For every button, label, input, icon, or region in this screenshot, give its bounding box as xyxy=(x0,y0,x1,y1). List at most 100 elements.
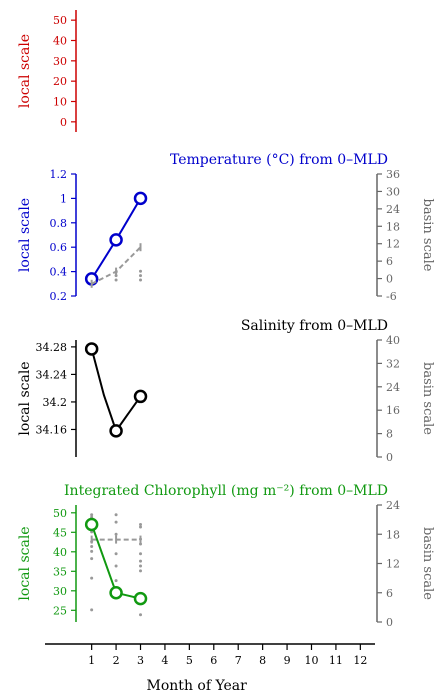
left-tick-label: 35 xyxy=(53,565,67,578)
x-tick-label: 2 xyxy=(113,654,120,667)
basin-point xyxy=(114,579,118,583)
right-tick-label: 24 xyxy=(386,381,400,394)
left-axis-label: local scale xyxy=(17,361,33,435)
basin-point xyxy=(139,278,143,282)
right-tick-label: 36 xyxy=(386,168,400,181)
basin-point xyxy=(114,520,118,524)
x-tick-label: 10 xyxy=(304,654,318,667)
left-tick-label: 0.2 xyxy=(50,290,68,303)
series-point xyxy=(109,424,123,438)
right-tick-label: 8 xyxy=(386,428,393,441)
basin-point xyxy=(90,557,94,561)
x-tick-label: 3 xyxy=(137,654,144,667)
left-tick-label: 0.8 xyxy=(50,217,68,230)
x-tick-label: 8 xyxy=(259,654,266,667)
left-axis-label: local scale xyxy=(17,34,33,108)
basin-point xyxy=(139,525,143,529)
basin-point xyxy=(139,274,143,278)
right-tick-label: 12 xyxy=(386,558,400,571)
x-tick-label: 6 xyxy=(210,654,217,667)
basin-point xyxy=(139,569,143,573)
basin-point xyxy=(90,549,94,553)
right-tick-label: 24 xyxy=(386,499,400,512)
basin-point xyxy=(139,523,143,526)
right-tick-label: 16 xyxy=(386,404,400,417)
right-tick-label: 30 xyxy=(386,185,400,198)
basin-point xyxy=(139,613,143,617)
left-tick-label: 25 xyxy=(53,604,67,617)
basin-point xyxy=(114,564,118,568)
left-tick-label: 10 xyxy=(53,96,67,109)
right-axis-label: basin scale xyxy=(420,527,435,600)
right-tick-label: -6 xyxy=(386,290,397,303)
right-axis-label: basin scale xyxy=(420,362,435,435)
series-point xyxy=(109,586,123,600)
left-tick-label: 50 xyxy=(53,14,67,27)
left-tick-label: 34.16 xyxy=(36,423,68,436)
right-tick-label: 0 xyxy=(386,451,393,464)
panel-title: Integrated Chlorophyll (mg m⁻²) from 0–M… xyxy=(64,483,388,499)
right-tick-label: 0 xyxy=(386,616,393,629)
basin-point xyxy=(139,269,143,273)
right-tick-label: 6 xyxy=(386,587,393,600)
left-tick-label: 1.2 xyxy=(50,168,68,181)
left-tick-label: 34.28 xyxy=(36,341,68,354)
left-tick-label: 30 xyxy=(53,55,67,68)
x-tick-label: 7 xyxy=(235,654,242,667)
x-tick-label: 5 xyxy=(186,654,193,667)
basin-point xyxy=(139,537,143,541)
basin-point xyxy=(139,564,143,568)
right-tick-label: 18 xyxy=(386,220,400,233)
series-point xyxy=(84,342,99,356)
basin-point xyxy=(139,552,143,556)
series-point xyxy=(133,389,148,404)
right-tick-label: 40 xyxy=(386,334,400,347)
basin-point xyxy=(90,576,94,580)
x-tick-label: 1 xyxy=(88,654,95,667)
x-tick-label: 9 xyxy=(284,654,291,667)
x-tick-label: 4 xyxy=(161,654,168,667)
basin-point xyxy=(90,540,94,544)
left-tick-label: 0 xyxy=(60,116,67,129)
basin-point xyxy=(114,278,118,282)
basin-point xyxy=(139,559,143,563)
left-tick-label: 30 xyxy=(53,585,67,598)
series-point xyxy=(133,191,148,206)
x-tick-label: 11 xyxy=(329,654,343,667)
left-tick-label: 45 xyxy=(53,526,67,539)
left-tick-label: 40 xyxy=(53,546,67,559)
series-point xyxy=(133,591,148,606)
basin-point xyxy=(114,532,118,536)
left-tick-label: 34.2 xyxy=(43,396,68,409)
series-point xyxy=(109,233,123,247)
left-axis-label: local scale xyxy=(17,198,33,272)
left-tick-label: 50 xyxy=(53,507,67,520)
x-tick-label: 12 xyxy=(353,654,367,667)
basin-point xyxy=(90,513,94,517)
basin-point xyxy=(90,544,94,548)
basin-point xyxy=(114,552,118,556)
left-tick-label: 40 xyxy=(53,35,67,48)
right-axis-label: basin scale xyxy=(420,199,435,272)
basin-point xyxy=(90,608,94,612)
panel-title: Salinity from 0–MLD xyxy=(241,318,388,334)
right-tick-label: 18 xyxy=(386,528,400,541)
left-tick-label: 1 xyxy=(60,192,67,205)
basin-point xyxy=(139,542,143,546)
series-line xyxy=(90,348,142,433)
right-tick-label: 6 xyxy=(386,255,393,268)
basin-point xyxy=(114,513,118,517)
left-tick-label: 34.24 xyxy=(36,368,68,381)
left-tick-label: 0.4 xyxy=(50,266,68,279)
left-axis-label: local scale xyxy=(17,526,33,600)
x-axis-label: Month of Year xyxy=(147,678,248,694)
right-tick-label: 12 xyxy=(386,238,400,251)
series-point xyxy=(84,517,99,532)
left-tick-label: 0.6 xyxy=(50,241,68,254)
right-tick-label: 32 xyxy=(386,357,400,370)
right-tick-label: 24 xyxy=(386,203,400,216)
left-tick-label: 20 xyxy=(53,75,67,88)
right-tick-label: 0 xyxy=(386,273,393,286)
panel-title: Temperature (°C) from 0–MLD xyxy=(170,152,388,168)
